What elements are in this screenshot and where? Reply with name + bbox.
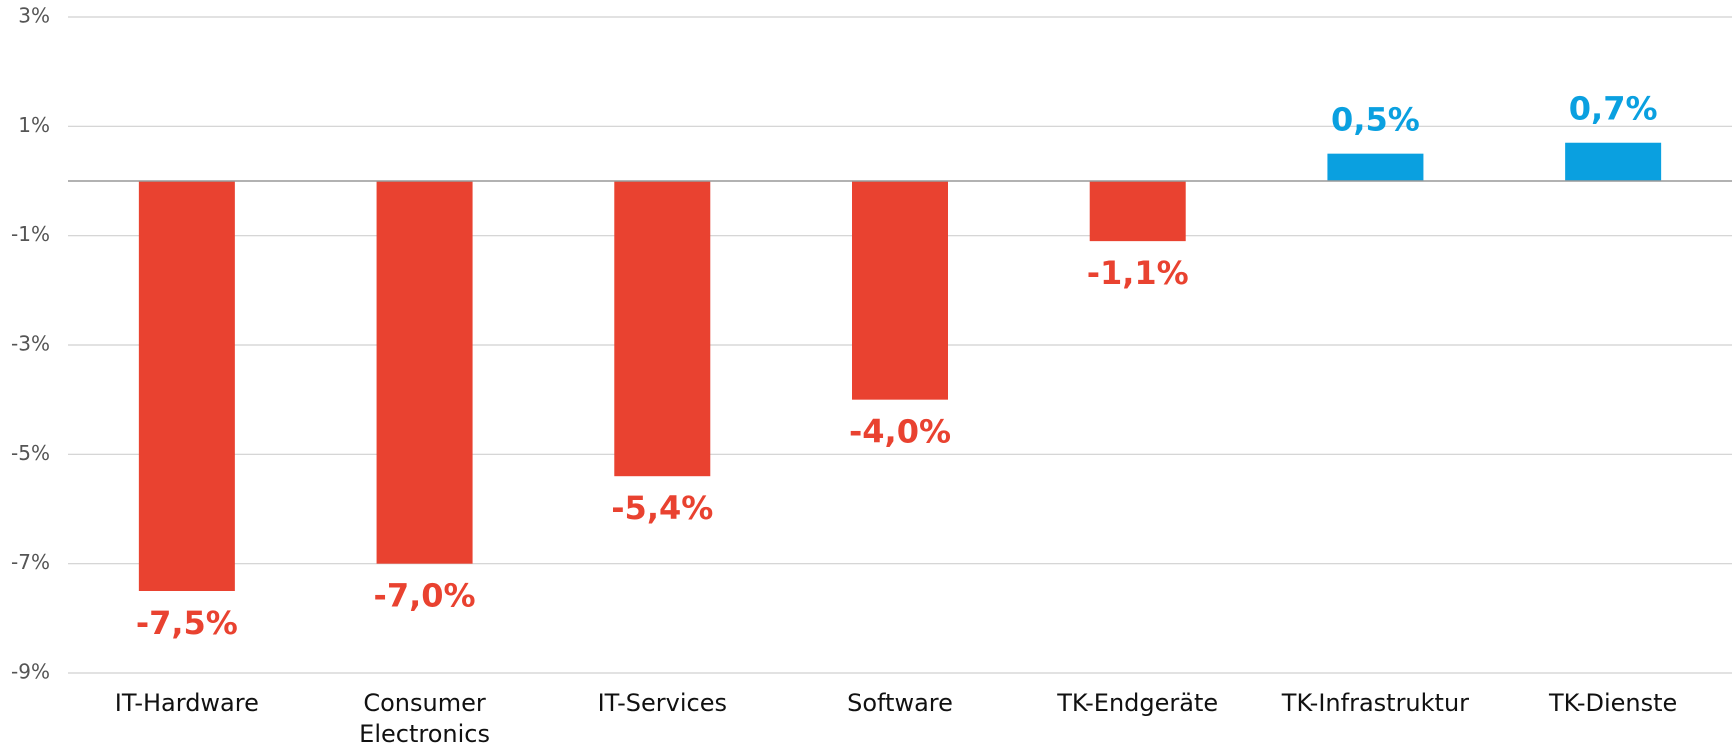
value-label: 0,5%: [1331, 101, 1420, 139]
bar: [614, 181, 711, 477]
y-tick-label: -3%: [11, 332, 50, 356]
value-label: -7,0%: [374, 577, 476, 615]
x-tick-label: TK-Dienste: [1548, 689, 1678, 717]
value-label: -4,0%: [849, 413, 951, 451]
value-label: -7,5%: [136, 604, 238, 642]
bar: [1327, 153, 1424, 181]
bar: [376, 181, 473, 564]
x-tick-label: TK-Infrastruktur: [1281, 689, 1470, 717]
bar: [1565, 142, 1662, 181]
y-tick-label: 3%: [18, 4, 50, 28]
x-tick-label: TK-Endgeräte: [1057, 689, 1219, 717]
bar: [1089, 181, 1186, 242]
y-tick-label: -7%: [11, 550, 50, 574]
y-tick-label: -1%: [11, 222, 50, 246]
y-tick-label: -5%: [11, 441, 50, 465]
x-tick-label: IT-Hardware: [114, 689, 259, 717]
y-tick-label: -9%: [11, 660, 50, 684]
x-tick-label: Consumer Electronics: [359, 689, 490, 748]
bar: [138, 181, 235, 591]
x-tick-label: IT-Services: [597, 689, 727, 717]
value-label: 0,7%: [1569, 90, 1658, 128]
y-tick-label: 1%: [18, 113, 50, 137]
value-label: -1,1%: [1087, 254, 1189, 292]
value-label: -5,4%: [611, 489, 713, 527]
bar: [852, 181, 948, 400]
x-tick-label: Software: [847, 689, 953, 717]
